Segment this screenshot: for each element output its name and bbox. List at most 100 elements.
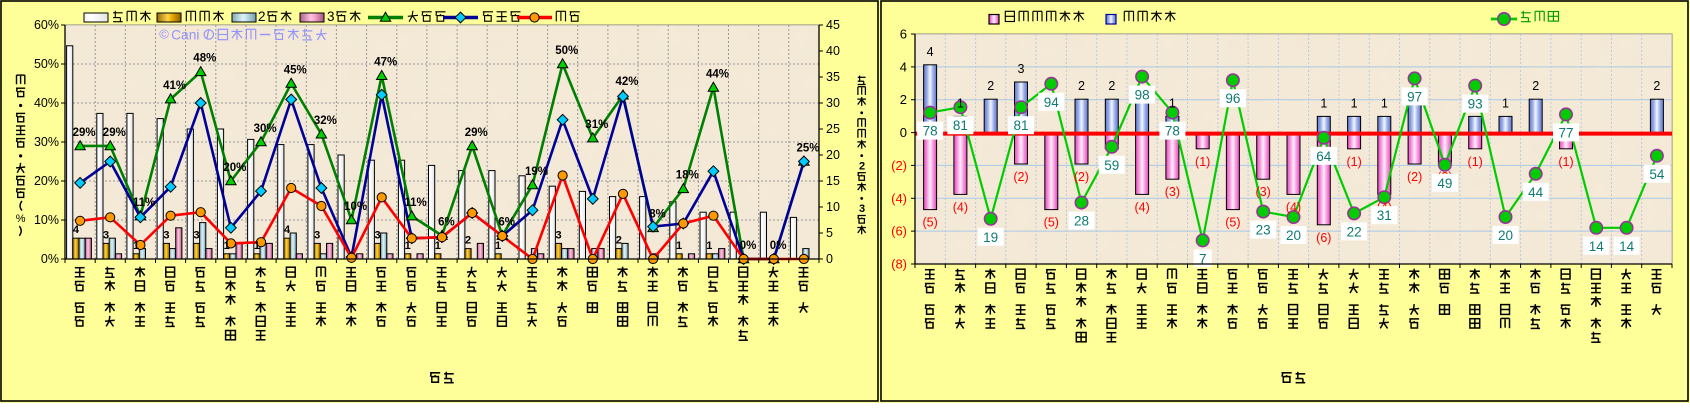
svg-text:2: 2 bbox=[1653, 79, 1660, 93]
svg-text:1: 1 bbox=[133, 240, 139, 252]
svg-text:30%: 30% bbox=[254, 123, 277, 135]
svg-text:2: 2 bbox=[258, 9, 266, 24]
svg-text:1: 1 bbox=[254, 240, 260, 252]
svg-text:25%: 25% bbox=[797, 142, 820, 154]
svg-text:%: % bbox=[16, 213, 26, 225]
svg-text:98: 98 bbox=[1135, 88, 1150, 103]
svg-text:96: 96 bbox=[1225, 91, 1240, 106]
svg-text:49: 49 bbox=[1437, 176, 1452, 191]
svg-text:6%: 6% bbox=[438, 217, 455, 229]
svg-text:3: 3 bbox=[555, 229, 561, 241]
svg-text:(3): (3) bbox=[1256, 185, 1271, 199]
svg-text:(6): (6) bbox=[891, 224, 907, 239]
svg-text:10%: 10% bbox=[34, 213, 59, 227]
svg-text:25: 25 bbox=[826, 122, 840, 136]
svg-text:(2): (2) bbox=[1013, 170, 1028, 184]
svg-text:78: 78 bbox=[923, 124, 938, 139]
svg-text:4: 4 bbox=[284, 224, 291, 236]
svg-text:(5): (5) bbox=[1225, 216, 1240, 230]
svg-text:1: 1 bbox=[495, 240, 501, 252]
svg-text:(1): (1) bbox=[1468, 155, 1483, 169]
svg-text:15: 15 bbox=[826, 174, 840, 188]
svg-text:0%: 0% bbox=[770, 240, 787, 252]
svg-text:30%: 30% bbox=[34, 135, 59, 149]
svg-text:45%: 45% bbox=[284, 64, 307, 76]
svg-text:1: 1 bbox=[435, 240, 441, 252]
svg-text:8%: 8% bbox=[649, 209, 666, 221]
svg-text:2: 2 bbox=[1532, 79, 1539, 93]
svg-text:1: 1 bbox=[224, 240, 230, 252]
svg-text:6%: 6% bbox=[498, 217, 515, 229]
svg-text:3: 3 bbox=[193, 229, 199, 241]
svg-text:(1): (1) bbox=[1346, 155, 1361, 169]
svg-text:18%: 18% bbox=[676, 170, 699, 182]
svg-text:1: 1 bbox=[405, 240, 411, 252]
svg-text:40: 40 bbox=[826, 44, 840, 58]
svg-text:78: 78 bbox=[1165, 124, 1180, 139]
svg-text:(1): (1) bbox=[1558, 155, 1573, 169]
svg-text:22: 22 bbox=[1347, 224, 1362, 239]
svg-text:3: 3 bbox=[374, 229, 380, 241]
svg-text:47%: 47% bbox=[374, 57, 397, 69]
svg-text:20%: 20% bbox=[34, 174, 59, 188]
svg-text:11%: 11% bbox=[133, 197, 155, 209]
svg-text:(4): (4) bbox=[1134, 200, 1149, 214]
svg-text:(4): (4) bbox=[1286, 200, 1301, 214]
svg-text:23: 23 bbox=[1256, 223, 1271, 238]
svg-text:4: 4 bbox=[73, 224, 80, 236]
svg-text:4: 4 bbox=[900, 59, 907, 74]
svg-text:1: 1 bbox=[1381, 96, 1388, 110]
svg-text:97: 97 bbox=[1407, 89, 1422, 104]
svg-text:29%: 29% bbox=[465, 127, 488, 139]
svg-text:50%: 50% bbox=[34, 57, 59, 71]
svg-text:54: 54 bbox=[1649, 167, 1665, 182]
svg-text:35: 35 bbox=[826, 70, 840, 84]
svg-text:42%: 42% bbox=[616, 76, 639, 88]
svg-text:1: 1 bbox=[676, 240, 682, 252]
svg-text:14: 14 bbox=[1589, 239, 1605, 254]
svg-text:7: 7 bbox=[1199, 251, 1207, 266]
svg-text:44%: 44% bbox=[706, 68, 729, 80]
svg-text:(4): (4) bbox=[953, 200, 968, 214]
svg-text:(1): (1) bbox=[1195, 155, 1210, 169]
svg-text:1: 1 bbox=[706, 240, 712, 252]
svg-text:11%: 11% bbox=[404, 197, 426, 209]
svg-text:64: 64 bbox=[1316, 149, 1332, 164]
svg-text:14: 14 bbox=[1619, 239, 1635, 254]
svg-text:45: 45 bbox=[826, 18, 840, 32]
svg-text:3: 3 bbox=[314, 229, 320, 241]
svg-text:(6): (6) bbox=[1316, 231, 1331, 245]
svg-text:(5): (5) bbox=[1044, 216, 1059, 230]
svg-text:(3): (3) bbox=[1165, 185, 1180, 199]
svg-text:28: 28 bbox=[1074, 214, 1089, 229]
svg-text:2: 2 bbox=[465, 235, 471, 247]
svg-text:93: 93 bbox=[1468, 97, 1483, 112]
svg-text:1: 1 bbox=[1351, 96, 1358, 110]
svg-text:5: 5 bbox=[826, 226, 833, 240]
svg-text:31: 31 bbox=[1377, 208, 1392, 223]
svg-text:3: 3 bbox=[103, 229, 109, 241]
svg-text:20: 20 bbox=[1498, 228, 1513, 243]
svg-text:44: 44 bbox=[1528, 185, 1544, 200]
svg-text:48%: 48% bbox=[193, 53, 216, 65]
svg-text:3: 3 bbox=[163, 229, 169, 241]
svg-text:(2): (2) bbox=[1074, 170, 1089, 184]
svg-text:81: 81 bbox=[953, 118, 968, 133]
svg-text:31%: 31% bbox=[585, 119, 608, 131]
svg-text:60%: 60% bbox=[34, 18, 59, 32]
svg-text:20: 20 bbox=[1286, 228, 1301, 243]
svg-text:0%: 0% bbox=[740, 240, 757, 252]
svg-text:20%: 20% bbox=[223, 162, 246, 174]
svg-text:59: 59 bbox=[1104, 158, 1119, 173]
svg-text:4: 4 bbox=[927, 45, 934, 59]
svg-text:29%: 29% bbox=[73, 127, 96, 139]
svg-text:1: 1 bbox=[1169, 96, 1176, 110]
svg-text:©: © bbox=[159, 27, 169, 42]
svg-text:30: 30 bbox=[826, 96, 840, 110]
svg-text:41%: 41% bbox=[163, 80, 186, 92]
svg-text:2: 2 bbox=[859, 160, 865, 172]
svg-text:19%: 19% bbox=[525, 166, 548, 178]
svg-text:3: 3 bbox=[1018, 62, 1025, 76]
svg-text:20: 20 bbox=[826, 148, 840, 162]
svg-text:Cani: Cani bbox=[171, 27, 199, 42]
